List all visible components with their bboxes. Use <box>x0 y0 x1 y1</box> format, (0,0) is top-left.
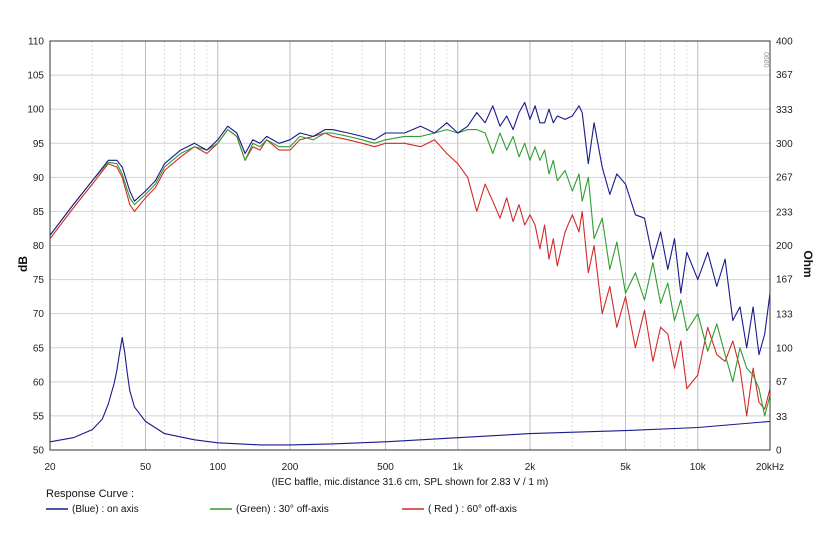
watermark: 0680 <box>762 52 769 68</box>
y2-tick-label: 100 <box>776 343 793 354</box>
y2-tick-label: 267 <box>776 172 793 183</box>
y2-tick-label: 33 <box>776 412 788 423</box>
y-tick-label: 50 <box>33 446 45 457</box>
x-tick-label: 20kHz <box>756 462 784 473</box>
y-tick-label: 75 <box>33 275 45 286</box>
series-30-off-axis-line <box>49 129 771 417</box>
y2-tick-label: 133 <box>776 310 793 321</box>
y-tick-label: 65 <box>33 343 45 354</box>
x-tick-label: 100 <box>209 462 226 473</box>
legend-label-green: (Green) : 30° off-axis <box>236 504 329 515</box>
y2-tick-label: 300 <box>776 139 793 150</box>
y2-axis-label: Ohm <box>801 250 815 277</box>
y-axis-label: dB <box>16 256 30 272</box>
y-tick-label: 90 <box>33 173 45 184</box>
y2-tick-label: 67 <box>776 377 788 388</box>
series-on-axis-line <box>49 101 771 356</box>
y-tick-label: 110 <box>28 37 44 48</box>
y2-tick-label: 400 <box>776 37 793 48</box>
legend-label-blue: (Blue) : on axis <box>72 504 139 515</box>
y2-tick-label: 0 <box>776 446 782 457</box>
x-tick-label: 1k <box>452 462 464 473</box>
x-tick-label: 20 <box>44 462 56 473</box>
x-tick-label: 10k <box>690 462 707 473</box>
grid <box>50 41 770 450</box>
y-tick-label: 70 <box>33 309 45 320</box>
y2-tick-label: 200 <box>776 241 793 252</box>
y2-tick-label: 233 <box>776 207 793 218</box>
plot-frame <box>49 40 771 451</box>
y-tick-label: 85 <box>33 207 45 218</box>
y2-tick-label: 333 <box>776 105 793 116</box>
y-tick-label: 60 <box>33 377 45 388</box>
y-tick-label: 55 <box>33 411 45 422</box>
legend-title: Response Curve : <box>46 488 134 500</box>
x-tick-label: 200 <box>282 462 299 473</box>
chart-caption: (IEC baffle, mic.distance 31.6 cm, SPL s… <box>272 477 549 488</box>
y-tick-label: 100 <box>27 105 44 116</box>
tick-labels: 20 50 100 200 500 1k 2k 5k 10k 20kHz 50 55 60 65 70 75 8… <box>27 37 793 474</box>
y-tick-label: 95 <box>33 139 45 150</box>
y2-tick-label: 167 <box>776 275 793 286</box>
x-tick-label: 2k <box>525 462 537 473</box>
x-tick-label: 500 <box>377 462 394 473</box>
x-tick-label: 5k <box>620 462 632 473</box>
legend-label-red: ( Red ) : 60° off-axis <box>428 504 517 515</box>
y2-tick-label: 367 <box>776 70 793 81</box>
y-tick-label: 80 <box>33 241 45 252</box>
y-tick-label: 105 <box>27 71 44 82</box>
series-impedance-line <box>49 336 771 446</box>
series-group <box>49 101 771 446</box>
series-60-off-axis-line <box>49 129 771 417</box>
x-tick-label: 50 <box>140 462 152 473</box>
